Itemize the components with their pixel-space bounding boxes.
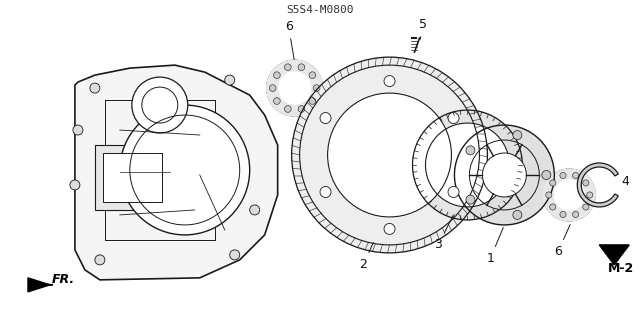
- Circle shape: [426, 123, 509, 207]
- Circle shape: [285, 64, 291, 70]
- Circle shape: [273, 98, 280, 104]
- Circle shape: [90, 83, 100, 93]
- Circle shape: [554, 180, 584, 210]
- Circle shape: [273, 72, 280, 78]
- Polygon shape: [28, 278, 50, 292]
- Circle shape: [513, 210, 522, 220]
- Circle shape: [543, 169, 595, 221]
- Bar: [103, 153, 162, 202]
- Circle shape: [546, 192, 552, 198]
- Circle shape: [448, 187, 459, 197]
- Text: M-2: M-2: [608, 262, 634, 275]
- Circle shape: [298, 64, 305, 70]
- Circle shape: [483, 153, 526, 197]
- Circle shape: [583, 204, 589, 210]
- Circle shape: [309, 98, 316, 104]
- Circle shape: [309, 72, 316, 78]
- Text: 4: 4: [621, 175, 629, 188]
- Circle shape: [328, 93, 451, 217]
- Circle shape: [466, 146, 475, 155]
- Circle shape: [313, 85, 320, 92]
- Circle shape: [285, 106, 291, 112]
- Circle shape: [454, 125, 554, 225]
- Circle shape: [560, 172, 566, 179]
- Circle shape: [269, 85, 276, 92]
- Text: 6: 6: [554, 224, 570, 258]
- Circle shape: [513, 131, 522, 140]
- Polygon shape: [599, 245, 629, 265]
- Circle shape: [73, 125, 83, 135]
- Circle shape: [70, 180, 80, 190]
- Circle shape: [466, 195, 475, 204]
- Text: 2: 2: [360, 243, 373, 271]
- Circle shape: [267, 60, 323, 116]
- Text: 6: 6: [285, 20, 294, 60]
- Circle shape: [132, 77, 188, 133]
- Text: 5: 5: [419, 18, 428, 39]
- Circle shape: [573, 211, 579, 218]
- Circle shape: [225, 75, 235, 85]
- Circle shape: [298, 106, 305, 112]
- Circle shape: [320, 113, 331, 124]
- Circle shape: [292, 57, 488, 253]
- Text: FR.: FR.: [52, 273, 75, 286]
- Circle shape: [384, 223, 395, 235]
- Circle shape: [448, 113, 459, 124]
- PathPatch shape: [75, 65, 278, 280]
- Circle shape: [413, 110, 522, 220]
- Circle shape: [95, 255, 105, 265]
- Circle shape: [384, 76, 395, 87]
- Circle shape: [120, 105, 250, 235]
- Polygon shape: [577, 163, 618, 207]
- Circle shape: [560, 211, 566, 218]
- Text: S5S4-M0800: S5S4-M0800: [286, 5, 353, 15]
- Circle shape: [587, 192, 593, 198]
- Circle shape: [230, 250, 240, 260]
- Circle shape: [573, 172, 579, 179]
- Text: 1: 1: [486, 228, 503, 265]
- Circle shape: [550, 180, 556, 186]
- Circle shape: [550, 204, 556, 210]
- Circle shape: [250, 205, 260, 215]
- Circle shape: [542, 171, 551, 180]
- Circle shape: [320, 187, 331, 197]
- Text: 3: 3: [435, 215, 453, 251]
- Bar: [95, 145, 170, 210]
- Circle shape: [278, 72, 310, 104]
- Circle shape: [583, 180, 589, 186]
